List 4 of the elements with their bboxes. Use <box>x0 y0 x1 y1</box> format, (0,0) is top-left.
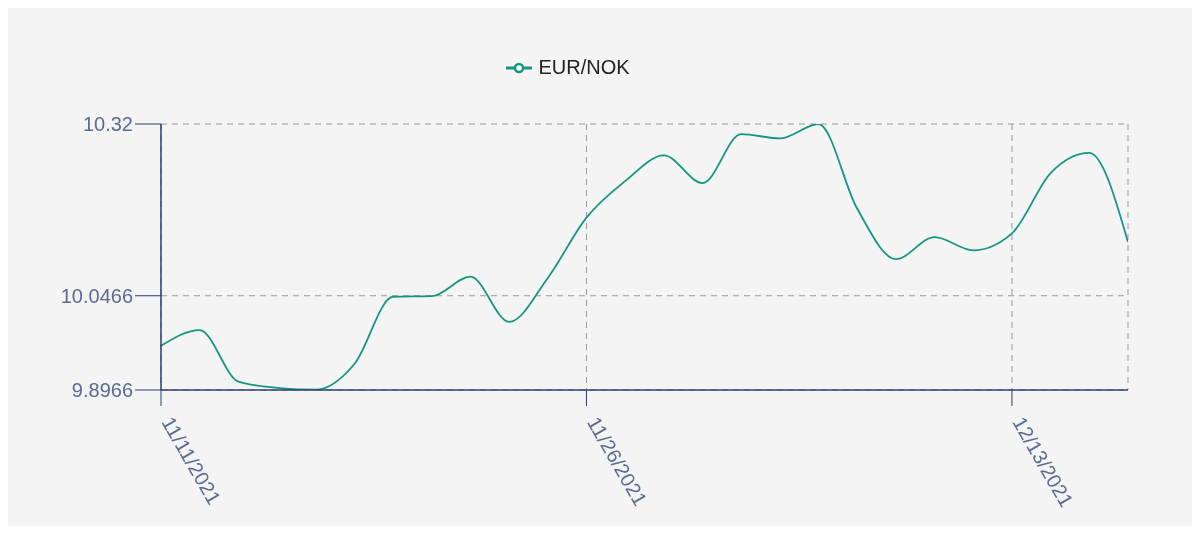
y-tick-label: 9.8966 <box>71 379 133 402</box>
legend-label: EUR/NOK <box>537 56 630 79</box>
y-tick-label: 10.0466 <box>60 284 133 307</box>
y-tick-label: 10.32 <box>82 113 133 136</box>
